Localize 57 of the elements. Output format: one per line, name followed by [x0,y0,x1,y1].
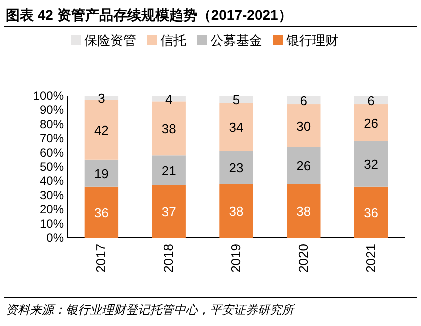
y-tick-label: 10% [40,216,64,231]
data-label: 42 [94,123,109,138]
bar [220,103,254,152]
x-tick-label: 2017 [94,244,109,273]
data-label: 32 [364,157,379,172]
bar [287,104,321,148]
y-tick-label: 20% [40,202,64,217]
bar [152,185,186,238]
legend-label: 公募基金 [210,33,262,48]
data-label: 38 [162,122,176,137]
x-tick-label: 2020 [296,244,311,273]
data-label: 37 [162,204,176,220]
y-tick-label: 30% [40,188,64,202]
y-tick-label: 100% [33,89,64,103]
bar [152,156,186,186]
bar [354,104,388,142]
data-label: 21 [162,164,176,179]
data-label: 6 [300,93,308,108]
y-tick-label: 90% [40,103,64,118]
bar [220,184,254,238]
bar [84,160,119,187]
data-label: 38 [229,204,244,220]
y-tick-label: 80% [40,117,64,132]
bar [220,96,254,104]
legend-label: 银行理财 [286,33,338,48]
bar [84,186,119,238]
legend-label: 保险资管 [84,33,136,48]
x-tick-label: 2021 [363,244,378,273]
data-label: 30 [296,118,312,134]
bar [354,141,388,187]
data-label: 3 [98,91,106,106]
y-tick-label: 0% [46,231,64,245]
x-tick-label: 2019 [228,244,244,273]
chart-title: 图表 42 资管产品存续规模趋势（2017-2021） [6,7,292,23]
data-label: 4 [165,92,173,107]
legend-label: 信托 [160,33,186,48]
data-label: 38 [296,204,312,220]
data-label: 34 [229,120,244,136]
data-label: 23 [229,160,244,176]
x-tick-label: 2018 [161,244,176,273]
data-label: 5 [232,92,240,108]
y-tick-label: 40% [40,174,64,188]
text: 资料来源：银行业理财登记托管中心，平安证券研究所 [6,303,296,317]
data-label: 36 [364,205,379,220]
data-label: 19 [94,166,109,182]
y-tick-label: 70% [40,132,64,146]
data-label: 26 [296,158,312,174]
bar [354,186,388,238]
y-tick-label: 50% [40,160,64,174]
bar [287,147,321,184]
data-label: 36 [94,205,109,220]
data-label: 6 [368,93,375,108]
data-label: 26 [364,116,379,131]
bar [287,96,321,105]
bar [287,184,321,238]
bar [220,151,254,184]
y-tick-label: 60% [40,146,64,160]
